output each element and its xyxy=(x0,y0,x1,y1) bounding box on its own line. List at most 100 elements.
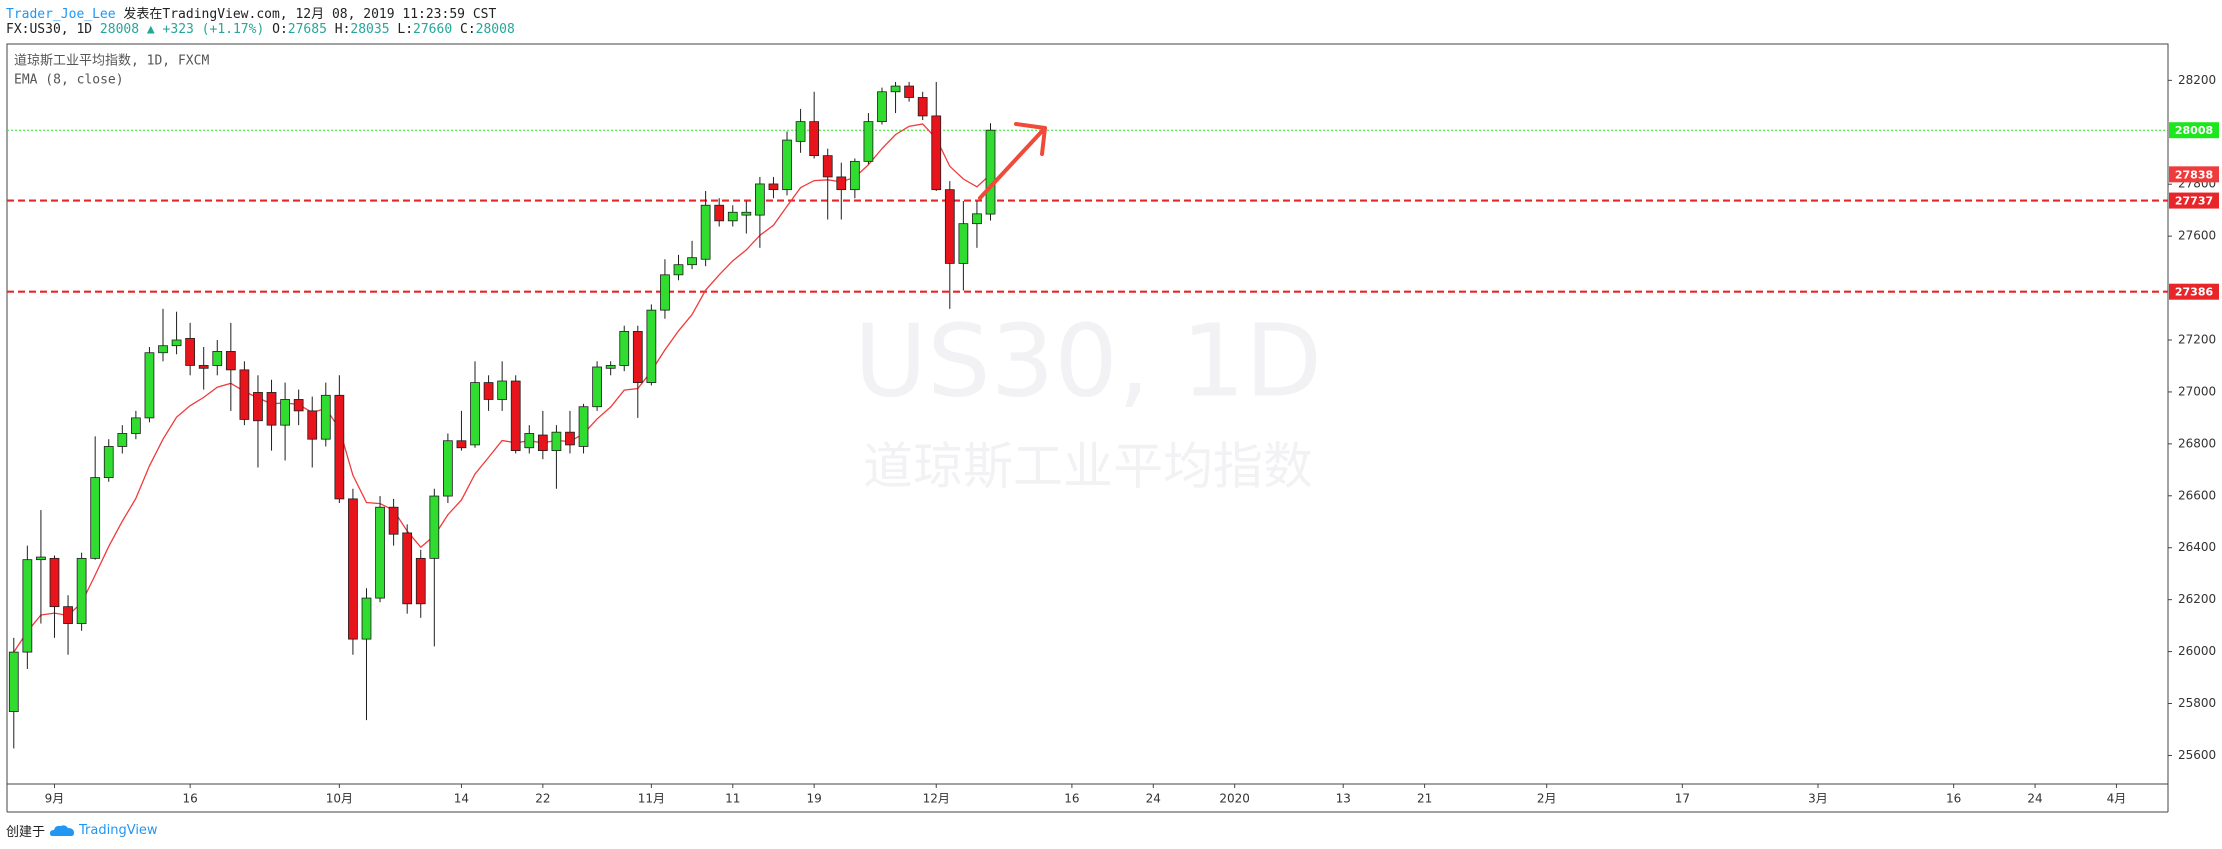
x-tick-label: 16 xyxy=(1946,792,1961,806)
candle-body xyxy=(429,495,440,559)
candle-body xyxy=(985,129,996,215)
header-line-2: FX:US30, 1D 28008 ▲ +323 (+1.17%) O:2768… xyxy=(6,22,515,37)
candle-body xyxy=(714,204,725,222)
candle-body xyxy=(158,345,168,354)
ohlc-label: H: xyxy=(334,22,351,37)
arrow-shaft xyxy=(978,126,1047,200)
x-tick-label: 16 xyxy=(182,792,197,806)
candle-body xyxy=(225,351,236,371)
x-tick-label: 14 xyxy=(454,792,469,806)
x-tick-label: 11 xyxy=(725,792,740,806)
chart: US30, 1D 道琼斯工业平均指数 25600 25800 26000 26200 26… xyxy=(6,43,2219,813)
price-badge-label: 27838 xyxy=(2175,168,2213,181)
price-badge xyxy=(2169,122,2219,139)
ohlc-value: 27660 xyxy=(413,22,453,37)
ohlc-label: O: xyxy=(272,22,288,37)
y-tick-label: 26600 xyxy=(2178,488,2216,502)
price-lines xyxy=(7,129,2168,293)
y-tick-label: 28200 xyxy=(2178,73,2216,87)
y-tick-label: 26000 xyxy=(2178,644,2216,658)
candle-body xyxy=(185,338,196,366)
price-badge-label: 28008 xyxy=(2175,124,2213,137)
y-tick-label: 25600 xyxy=(2178,748,2216,762)
x-tick-label: 12月 xyxy=(923,792,950,806)
plot-frame xyxy=(6,43,2169,785)
candle-body xyxy=(253,392,263,422)
candle-body xyxy=(212,351,223,366)
candle-body xyxy=(700,204,711,260)
x-tick-label: 22 xyxy=(535,792,550,806)
candle-body xyxy=(443,440,453,497)
x-tick-label: 17 xyxy=(1675,792,1690,806)
candle-body xyxy=(836,176,847,191)
candle-body xyxy=(388,506,399,535)
x-tick-label: 10月 xyxy=(326,792,353,806)
y-tick-label: 26800 xyxy=(2178,436,2216,450)
y-tick-label: 27600 xyxy=(2178,229,2216,243)
published: 发表在TradingView.com, 12月 08, 2019 11:23:5… xyxy=(123,7,497,22)
x-tick-label: 2020 xyxy=(1219,792,1250,806)
candle-body xyxy=(619,331,630,366)
price-badge-label: 27386 xyxy=(2175,286,2214,299)
candle-body xyxy=(646,309,657,383)
candle-body xyxy=(877,91,887,123)
x-tick-label: 24 xyxy=(2027,792,2042,806)
candle-body xyxy=(239,369,250,420)
watermark: US30, 1D 道琼斯工业平均指数 xyxy=(854,302,1322,495)
x-tick-label: 16 xyxy=(1064,792,1079,806)
ohlc-value: 28035 xyxy=(350,22,390,37)
y-tick-label: 25800 xyxy=(2178,696,2216,710)
arrow-head xyxy=(1014,122,1047,156)
candle-body xyxy=(293,399,304,412)
candle-body xyxy=(660,274,670,311)
price-badge xyxy=(2169,283,2219,300)
x-tick-label: 21 xyxy=(1417,792,1432,806)
y-tick-label: 27200 xyxy=(2178,333,2216,347)
candle-body xyxy=(510,380,521,452)
price-badge xyxy=(2169,166,2219,183)
footer: 创建于 TradingView xyxy=(6,821,158,840)
brand[interactable]: TradingView xyxy=(79,823,158,838)
candle-body xyxy=(687,257,697,266)
candle-body xyxy=(402,532,413,605)
candle-body xyxy=(103,446,114,479)
symbol: FX:US30, 1D xyxy=(6,22,93,37)
header-line-1: Trader_Joe_Lee 发表在TradingView.com, 12月 0… xyxy=(6,3,496,22)
candle-body xyxy=(958,223,969,264)
candle-body xyxy=(266,392,277,426)
candle-body xyxy=(578,406,589,447)
y-tick-label: 26200 xyxy=(2178,592,2216,606)
candle-body xyxy=(782,139,792,191)
indicator-legend: EMA (8, close) xyxy=(14,73,124,88)
candle-body xyxy=(117,433,128,447)
candle-body xyxy=(944,189,955,264)
candle-body xyxy=(171,339,182,347)
candle-body xyxy=(90,477,101,559)
y-tick-label: 27000 xyxy=(2178,384,2216,398)
candle-body xyxy=(470,382,480,446)
x-tick-label: 19 xyxy=(807,792,822,806)
author[interactable]: Trader_Joe_Lee xyxy=(6,7,116,22)
candle-body xyxy=(849,160,860,191)
axes: 25600 25800 26000 26200 26400 26600 26800 27000… xyxy=(45,73,2219,806)
arrow-annotation xyxy=(978,122,1047,200)
candle-body xyxy=(524,433,535,449)
candle-body xyxy=(755,183,765,216)
chart-title: 道琼斯工业平均指数, 1D, FXCM xyxy=(14,54,209,69)
candle-body xyxy=(49,557,60,608)
x-tick-label: 11月 xyxy=(638,792,665,806)
price-badge xyxy=(2169,192,2219,209)
candle-body xyxy=(36,556,46,561)
watermark-symbol: US30, 1D xyxy=(854,302,1322,419)
candle-body xyxy=(307,410,318,440)
candle-body xyxy=(673,264,684,276)
last-close: 28008 xyxy=(99,22,140,37)
candle-body xyxy=(320,394,331,440)
candle-body xyxy=(972,213,982,225)
candle-body xyxy=(605,365,616,369)
candle-body xyxy=(375,506,385,599)
candle-body xyxy=(144,352,155,419)
candle-body xyxy=(348,498,358,640)
candle-body xyxy=(130,417,141,434)
